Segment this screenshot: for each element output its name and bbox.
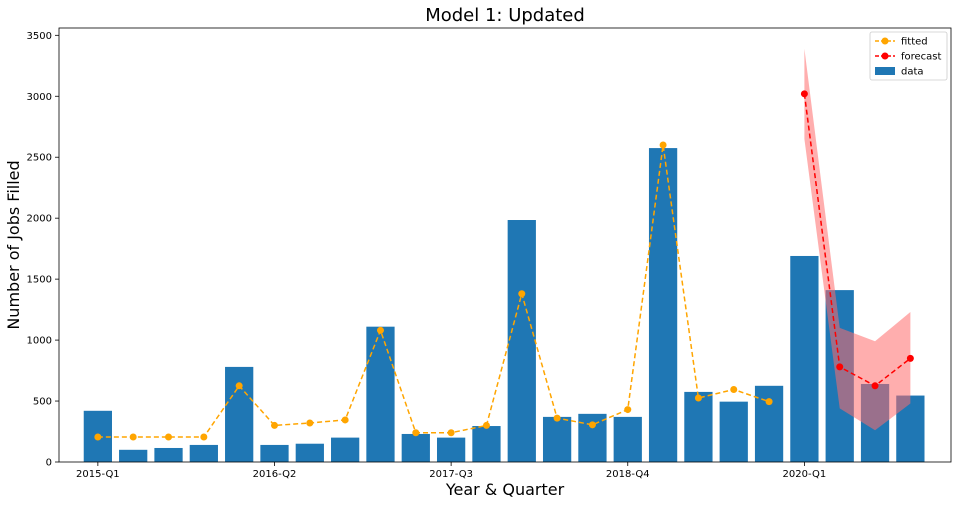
data-bar	[648, 148, 678, 462]
fitted-point	[235, 382, 243, 390]
fitted-point	[94, 433, 102, 441]
data-bar	[119, 449, 148, 462]
fitted-point	[659, 141, 667, 149]
fitted-point	[482, 421, 490, 429]
data-bar	[436, 437, 466, 462]
legend-swatch-data	[875, 67, 895, 75]
data-bar	[331, 437, 360, 462]
plot-area: 0 500 1000 1500 2000 2500 3000 3500 2015-Q1 2016-…	[27, 27, 952, 480]
legend-marker-fitted	[881, 37, 889, 45]
fitted-line	[97, 144, 770, 438]
data-bar	[225, 366, 254, 462]
data-bar	[613, 416, 642, 462]
data-bar	[719, 401, 748, 462]
forecast-point	[906, 354, 914, 362]
data-bar	[684, 391, 713, 462]
data-bar	[542, 416, 572, 462]
data-bar	[401, 433, 430, 462]
fitted-point	[200, 433, 208, 441]
x-axis-label: Year & Quarter	[445, 480, 565, 499]
x-tick-label: 2020-Q1	[783, 469, 827, 480]
forecast-point	[800, 90, 808, 98]
legend: fitted forecast data	[869, 31, 948, 81]
fitted-point	[694, 394, 702, 402]
y-tick-label: 2000	[27, 214, 52, 225]
data-bar	[507, 220, 536, 462]
forecast-point	[871, 382, 879, 390]
data-bar	[790, 255, 819, 462]
x-tick-label: 2018-Q4	[606, 469, 650, 480]
data-bar	[154, 447, 183, 462]
legend-label-data: data	[901, 67, 924, 78]
forecast-confidence-band	[804, 48, 911, 431]
x-tick-label: 2016-Q2	[253, 469, 297, 480]
y-tick-label: 1000	[27, 336, 52, 347]
fitted-point	[165, 433, 173, 441]
fitted-point	[412, 429, 420, 437]
fitted-point	[447, 429, 455, 437]
forecast-point	[836, 363, 844, 371]
chart-title: Model 1: Updated	[425, 5, 585, 26]
fitted-point	[553, 414, 561, 422]
fitted-point	[376, 326, 384, 334]
fitted-point	[730, 385, 738, 393]
plot-frame	[58, 27, 952, 463]
fitted-point	[270, 421, 278, 429]
data-bar	[260, 444, 289, 462]
legend-marker-forecast	[881, 52, 889, 60]
legend-label-fitted: fitted	[901, 37, 928, 48]
y-axis-label: Number of Jobs Filled	[4, 160, 23, 329]
data-bar	[189, 444, 218, 462]
fitted-point	[306, 419, 314, 427]
fitted-point	[624, 406, 632, 414]
legend-label-forecast: forecast	[901, 52, 942, 63]
fitted-point	[765, 398, 773, 406]
x-tick-label: 2015-Q1	[76, 469, 120, 480]
y-tick-label: 3000	[27, 92, 52, 103]
fitted-point	[129, 433, 137, 441]
fitted-point	[518, 290, 526, 298]
y-tick-label: 2500	[27, 153, 52, 164]
forecast-line	[803, 93, 911, 387]
data-bar	[472, 426, 501, 462]
data-bar	[295, 443, 324, 462]
data-bar	[366, 326, 395, 462]
fitted-point	[341, 416, 349, 424]
y-tick-label: 0	[46, 458, 52, 469]
fitted-point	[588, 421, 596, 429]
y-tick-label: 3500	[27, 31, 52, 42]
x-tick-label: 2017-Q3	[429, 469, 473, 480]
y-tick-label: 1500	[27, 275, 52, 286]
y-tick-label: 500	[33, 397, 52, 408]
data-bar	[754, 385, 784, 462]
